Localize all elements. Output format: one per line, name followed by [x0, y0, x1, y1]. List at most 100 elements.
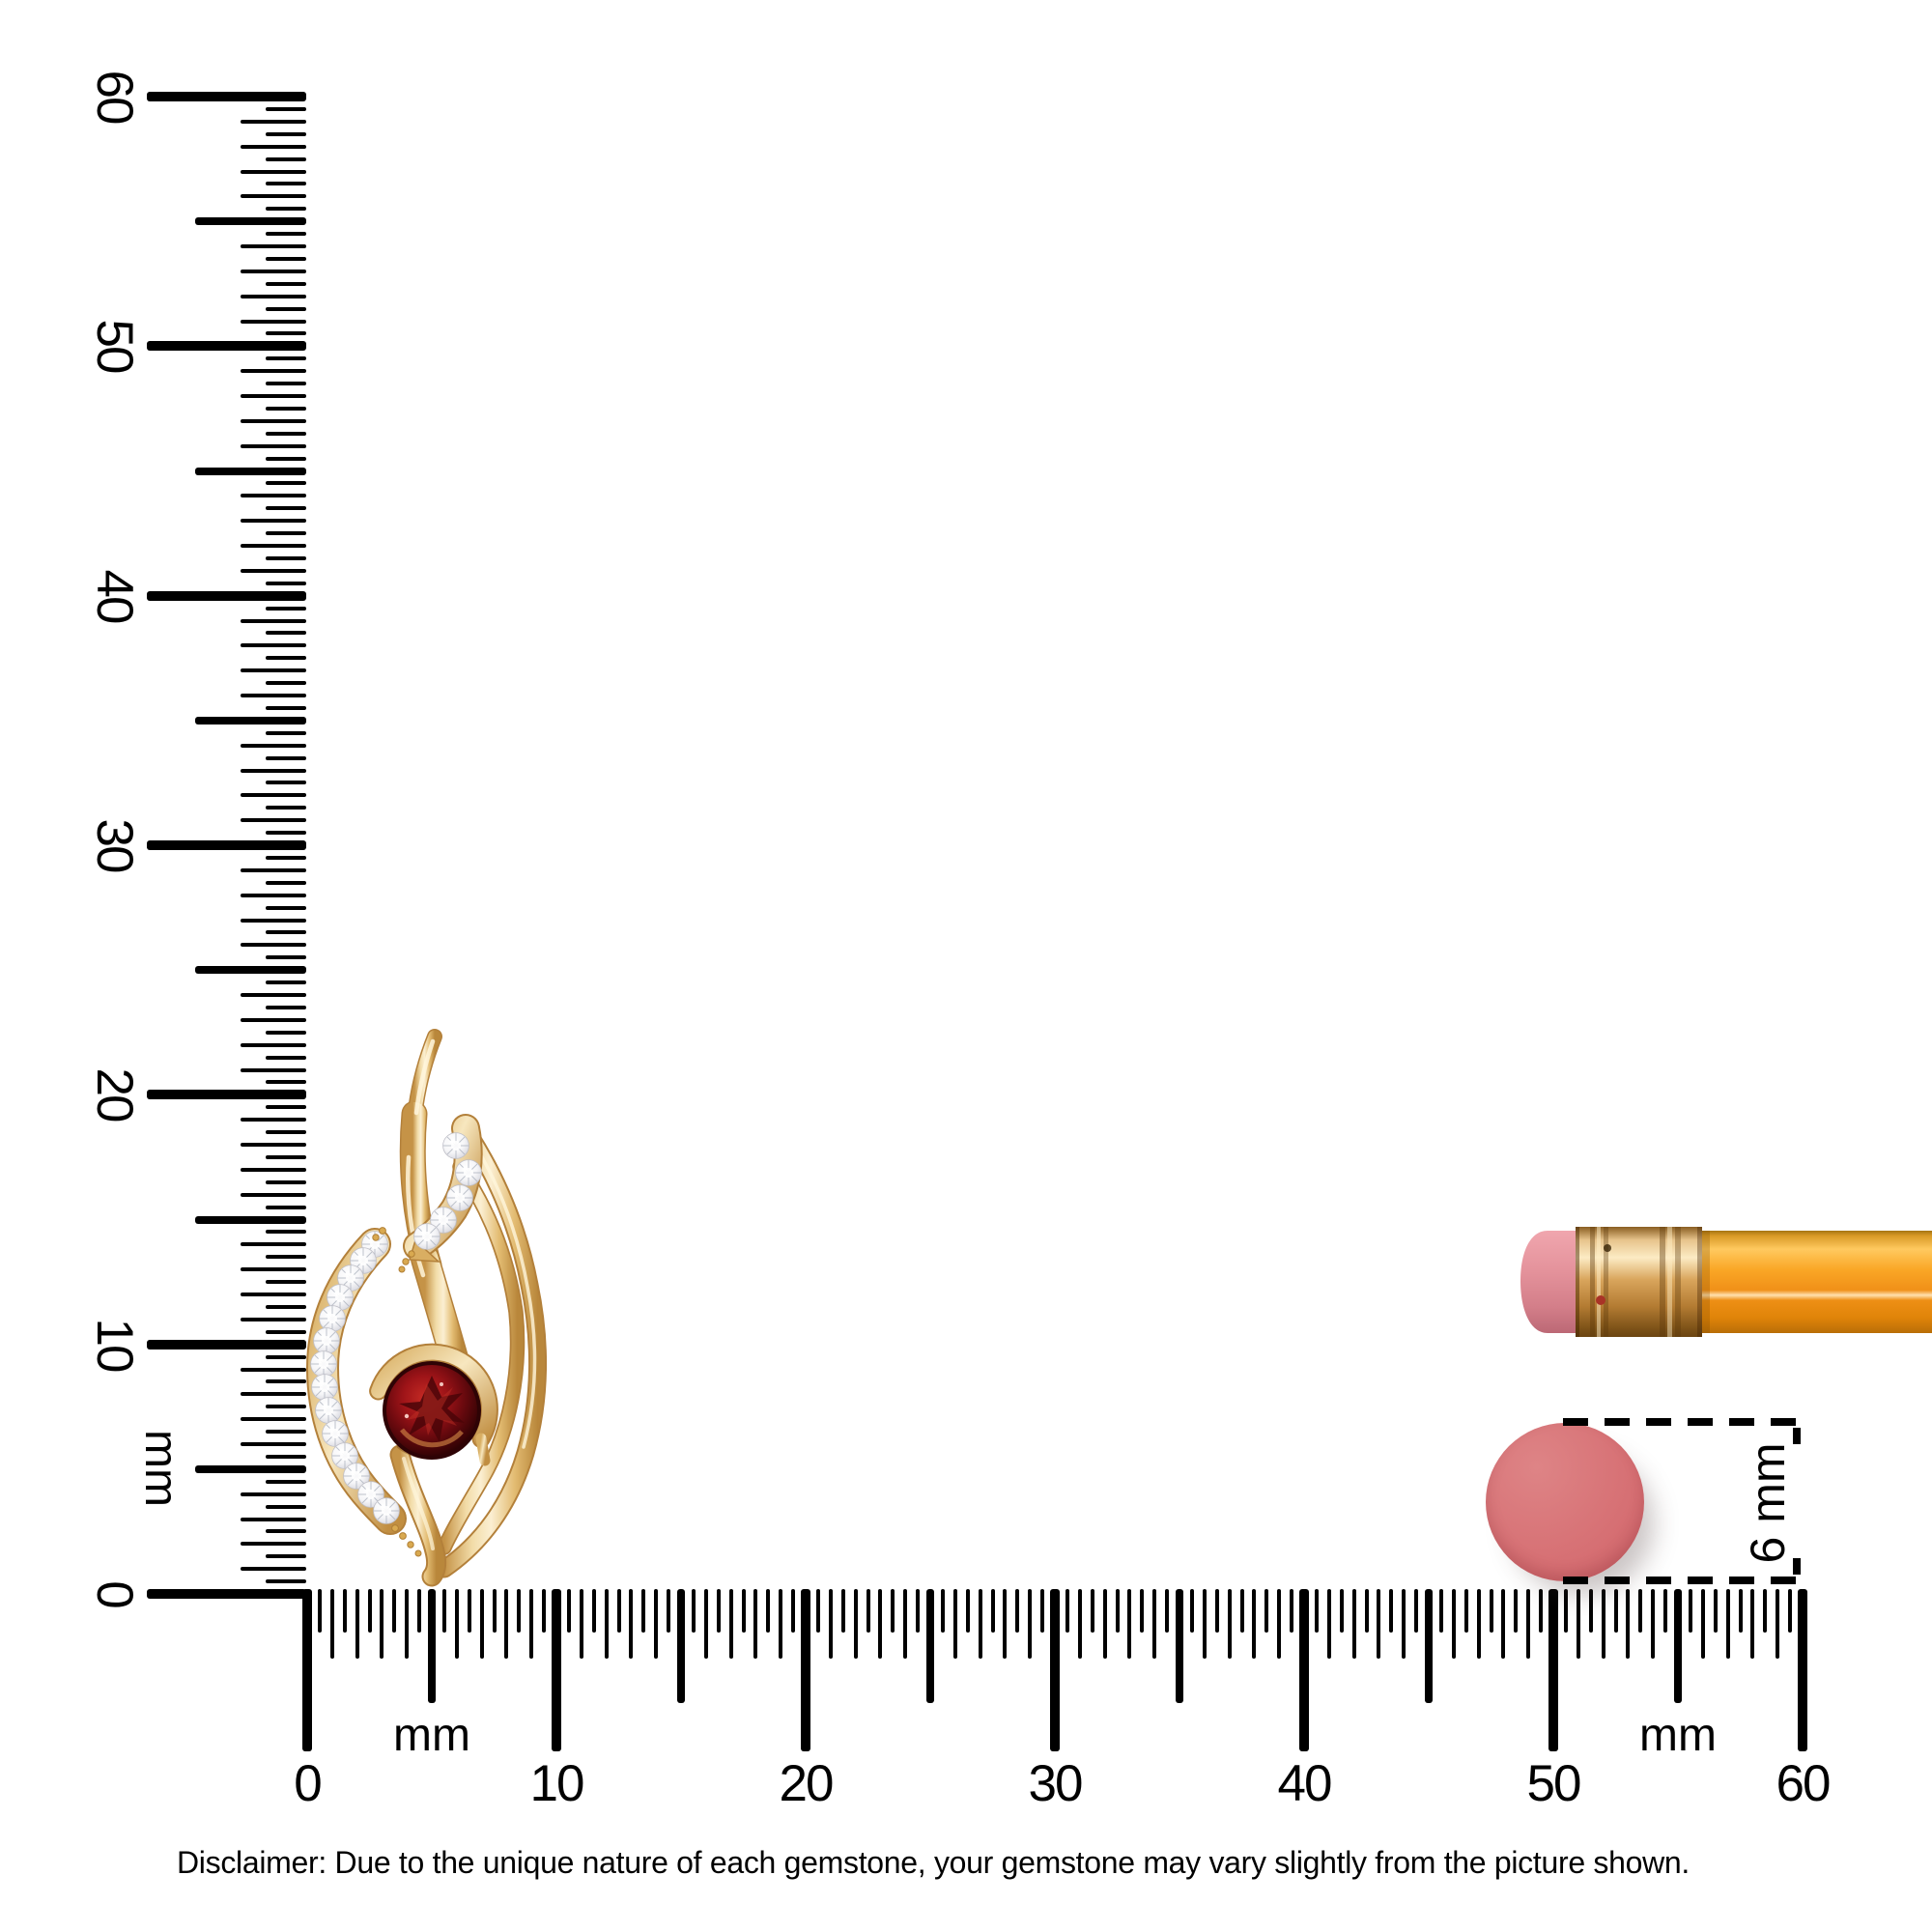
ruler-tick: [1776, 1589, 1780, 1659]
ruler-tick: [266, 207, 306, 212]
ruler-tick: [241, 394, 306, 398]
ruler-tick: [1127, 1589, 1132, 1659]
ruler-tick: [241, 494, 306, 498]
ruler-tick: [241, 943, 306, 948]
ruler-tick: [241, 1167, 306, 1172]
v-ruler-label-0: 0: [86, 1580, 143, 1607]
ruler-tick: [241, 418, 306, 423]
ruler-tick: [266, 281, 306, 286]
ruler-tick: [147, 590, 306, 601]
ruler-tick: [266, 331, 306, 336]
ruler-tick: [266, 1579, 306, 1584]
ruler-tick: [266, 855, 306, 860]
ruler-tick: [840, 1589, 845, 1633]
ruler-tick: [728, 1589, 733, 1659]
ruler-tick: [579, 1589, 583, 1659]
ruler-tick: [241, 867, 306, 872]
ruler-tick: [1601, 1589, 1605, 1659]
ruler-tick: [342, 1589, 347, 1633]
ruler-tick: [392, 1589, 397, 1633]
ruler-tick: [266, 1280, 306, 1285]
ruler-tick: [1489, 1589, 1493, 1633]
ruler-tick: [195, 1215, 306, 1224]
ruler-tick: [266, 1230, 306, 1235]
ruler-tick: [266, 1504, 306, 1509]
ruler-tick: [147, 1090, 306, 1100]
ruler-tick: [147, 92, 306, 101]
ruler-tick: [1798, 1589, 1807, 1751]
scale-disc: [1486, 1423, 1644, 1581]
ruler-tick: [716, 1589, 721, 1633]
ruler-tick: [241, 1442, 306, 1446]
ruler-tick: [266, 1304, 306, 1309]
horizontal-ruler-unit-label-right: mm: [1639, 1710, 1717, 1761]
ruler-tick: [266, 1255, 306, 1260]
ruler-tick: [266, 1329, 306, 1334]
ruler-tick: [1414, 1589, 1419, 1633]
v-ruler-label-50: 50: [86, 319, 143, 373]
ruler-tick: [241, 1293, 306, 1296]
ruler-tick: [266, 106, 306, 111]
ruler-tick: [542, 1589, 547, 1633]
ruler-tick: [195, 966, 306, 975]
ruler-tick: [241, 1042, 306, 1047]
ruler-tick: [801, 1589, 810, 1751]
ruler-tick: [1476, 1589, 1481, 1659]
ruler-tick: [266, 581, 306, 585]
ruler-tick: [1688, 1589, 1692, 1633]
ruler-tick: [467, 1589, 471, 1633]
h-ruler-label-40: 40: [1277, 1755, 1333, 1812]
ruler-tick: [753, 1589, 758, 1659]
ruler-tick: [1539, 1589, 1544, 1633]
dashed-end-cap-bottom: [1793, 1558, 1801, 1575]
ruler-tick: [147, 840, 306, 850]
ruler-tick: [302, 1589, 312, 1751]
ruler-tick: [266, 406, 306, 411]
ruler-tick: [195, 716, 306, 724]
h-ruler-label-30: 30: [1028, 1755, 1084, 1812]
ruler-tick: [266, 531, 306, 536]
ruler-tick: [266, 955, 306, 960]
ruler-tick: [241, 1417, 306, 1422]
ruler-tick: [241, 544, 306, 548]
disclaimer-text: Disclaimer: Due to the unique nature of …: [177, 1845, 1690, 1880]
ruler-tick: [405, 1589, 410, 1659]
ruler-tick: [266, 306, 306, 311]
ruler-tick: [677, 1589, 685, 1703]
ruler-tick: [355, 1589, 359, 1659]
ruler-tick: [266, 256, 306, 261]
ruler-tick: [741, 1589, 746, 1633]
ruler-tick: [1626, 1589, 1631, 1659]
ruler-tick: [266, 1055, 306, 1060]
ruler-tick: [147, 1589, 306, 1599]
pencil-eraser: [1520, 1231, 1578, 1333]
ruler-tick: [266, 356, 306, 361]
ruler-tick: [241, 694, 306, 697]
ruler-tick: [1015, 1589, 1020, 1633]
ruler-tick: [266, 431, 306, 436]
ruler-tick: [1750, 1589, 1755, 1659]
ruler-tick: [866, 1589, 870, 1633]
ruler-tick: [654, 1589, 659, 1659]
ruler-tick: [266, 755, 306, 760]
ruler-tick: [266, 382, 306, 386]
ruler-tick: [1663, 1589, 1668, 1633]
ruler-tick: [1389, 1589, 1394, 1633]
ruler-tick: [703, 1589, 708, 1659]
ruler-tick: [266, 656, 306, 661]
v-ruler-label-30: 30: [86, 818, 143, 872]
ruler-tick: [241, 519, 306, 524]
ruler-tick: [367, 1589, 372, 1633]
ruler-tick: [1152, 1589, 1157, 1659]
ruler-tick: [241, 1542, 306, 1547]
ruler-tick: [552, 1589, 561, 1751]
ruler-tick: [940, 1589, 945, 1633]
ruler-tick: [1077, 1589, 1082, 1659]
ruler-tick: [241, 1067, 306, 1072]
ruler-tick: [1277, 1589, 1282, 1659]
ruler-tick: [266, 481, 306, 486]
ruler-tick: [791, 1589, 796, 1633]
ruler-tick: [1526, 1589, 1531, 1659]
ruler-tick: [1638, 1589, 1643, 1633]
ruler-tick: [147, 1339, 306, 1350]
